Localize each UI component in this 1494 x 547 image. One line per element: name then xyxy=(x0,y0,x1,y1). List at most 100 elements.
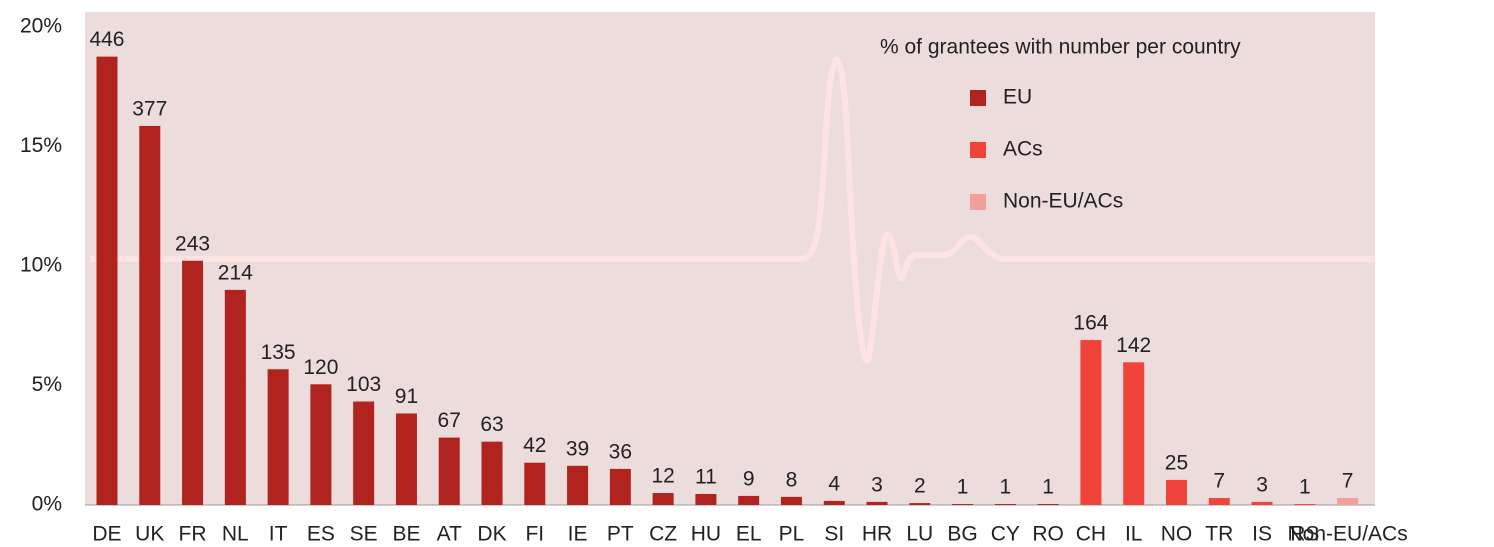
bar xyxy=(1080,340,1101,505)
bar xyxy=(610,469,631,505)
x-tick-label: LU xyxy=(906,523,933,546)
bar xyxy=(182,261,203,505)
x-tick-label: DK xyxy=(477,523,506,546)
x-tick-label: CY xyxy=(991,523,1020,546)
y-tick-label: 0% xyxy=(32,493,62,516)
value-label: 11 xyxy=(695,466,717,489)
x-tick-label: NL xyxy=(222,523,249,546)
x-tick-label: IL xyxy=(1125,523,1143,546)
value-label: 12 xyxy=(651,465,674,488)
bar xyxy=(1166,480,1187,505)
value-label: 135 xyxy=(261,341,296,364)
x-tick-label: FI xyxy=(525,523,544,546)
legend-title: % of grantees with number per country xyxy=(880,36,1241,59)
value-label: 1 xyxy=(1299,476,1311,499)
x-tick-label: SI xyxy=(824,523,844,546)
value-label: 3 xyxy=(1256,473,1268,496)
legend-swatch xyxy=(970,142,986,158)
bar xyxy=(1252,502,1273,505)
x-tick-label: HU xyxy=(691,523,721,546)
bar xyxy=(96,57,117,505)
value-label: 1 xyxy=(1000,476,1012,499)
x-tick-label: IS xyxy=(1252,523,1272,546)
value-label: 7 xyxy=(1342,470,1354,493)
bar xyxy=(738,496,759,505)
value-label: 3 xyxy=(871,473,883,496)
bar xyxy=(824,501,845,505)
x-tick-label: IE xyxy=(568,523,588,546)
value-label: 39 xyxy=(566,437,589,460)
y-tick-label: 10% xyxy=(20,254,62,277)
x-tick-label: UK xyxy=(135,523,164,546)
value-label: 1 xyxy=(1042,476,1054,499)
bar xyxy=(1209,498,1230,505)
value-label: 25 xyxy=(1165,451,1188,474)
x-tick-label: HR xyxy=(862,523,892,546)
value-label: 103 xyxy=(346,373,381,396)
x-tick-label: Non-EU/ACs xyxy=(1288,523,1408,546)
page: {"chart_data": { "type": "bar", "legend_… xyxy=(0,0,1494,547)
value-label: 120 xyxy=(303,356,338,379)
bar xyxy=(482,442,503,505)
legend-label: Non-EU/ACs xyxy=(1003,190,1123,213)
x-tick-label: NO xyxy=(1161,523,1193,546)
y-tick-label: 15% xyxy=(20,134,62,157)
x-tick-label: AT xyxy=(437,523,462,546)
legend-swatch xyxy=(970,194,986,210)
bar xyxy=(524,463,545,505)
bar xyxy=(909,503,930,505)
bar xyxy=(781,497,802,505)
x-tick-label: PT xyxy=(607,523,634,546)
value-label: 243 xyxy=(175,232,210,255)
bar xyxy=(567,466,588,505)
value-label: 67 xyxy=(438,409,461,432)
x-tick-label: CH xyxy=(1076,523,1106,546)
x-tick-label: EL xyxy=(736,523,762,546)
bar xyxy=(1294,504,1315,505)
legend-label: EU xyxy=(1003,86,1032,109)
bar xyxy=(353,402,374,505)
value-label: 214 xyxy=(218,261,253,284)
x-tick-label: FR xyxy=(179,523,207,546)
bar xyxy=(268,369,289,505)
x-tick-label: TR xyxy=(1205,523,1233,546)
x-tick-label: BG xyxy=(947,523,977,546)
bar xyxy=(396,413,417,505)
bar xyxy=(139,126,160,505)
x-tick-label: IT xyxy=(269,523,288,546)
chart: % of grantees with number per country 0%… xyxy=(0,0,1494,547)
value-label: 7 xyxy=(1213,470,1225,493)
bar xyxy=(310,384,331,505)
value-label: 8 xyxy=(786,468,798,491)
x-tick-label: BE xyxy=(392,523,420,546)
bar xyxy=(653,493,674,505)
bar xyxy=(1337,498,1358,505)
x-tick-label: CZ xyxy=(649,523,677,546)
bar xyxy=(695,494,716,505)
x-tick-label: PL xyxy=(779,523,805,546)
value-label: 42 xyxy=(523,434,546,457)
bar xyxy=(225,290,246,505)
legend-swatch xyxy=(970,90,986,106)
value-label: 377 xyxy=(132,97,167,120)
bar xyxy=(1038,504,1059,505)
value-label: 63 xyxy=(480,413,503,436)
value-label: 164 xyxy=(1073,312,1108,335)
value-label: 9 xyxy=(743,467,755,490)
bar xyxy=(439,438,460,505)
x-tick-label: SE xyxy=(350,523,378,546)
x-tick-label: ES xyxy=(307,523,335,546)
value-label: 446 xyxy=(89,28,124,51)
bar xyxy=(952,504,973,505)
bar xyxy=(995,504,1016,505)
bar xyxy=(1123,362,1144,505)
value-label: 4 xyxy=(828,472,840,495)
value-label: 2 xyxy=(914,475,926,498)
y-tick-label: 5% xyxy=(32,373,62,396)
legend-label: ACs xyxy=(1003,138,1043,161)
value-label: 91 xyxy=(395,385,418,408)
value-label: 36 xyxy=(609,440,632,463)
value-label: 142 xyxy=(1116,334,1151,357)
value-label: 1 xyxy=(957,476,969,499)
x-tick-label: DE xyxy=(92,523,121,546)
